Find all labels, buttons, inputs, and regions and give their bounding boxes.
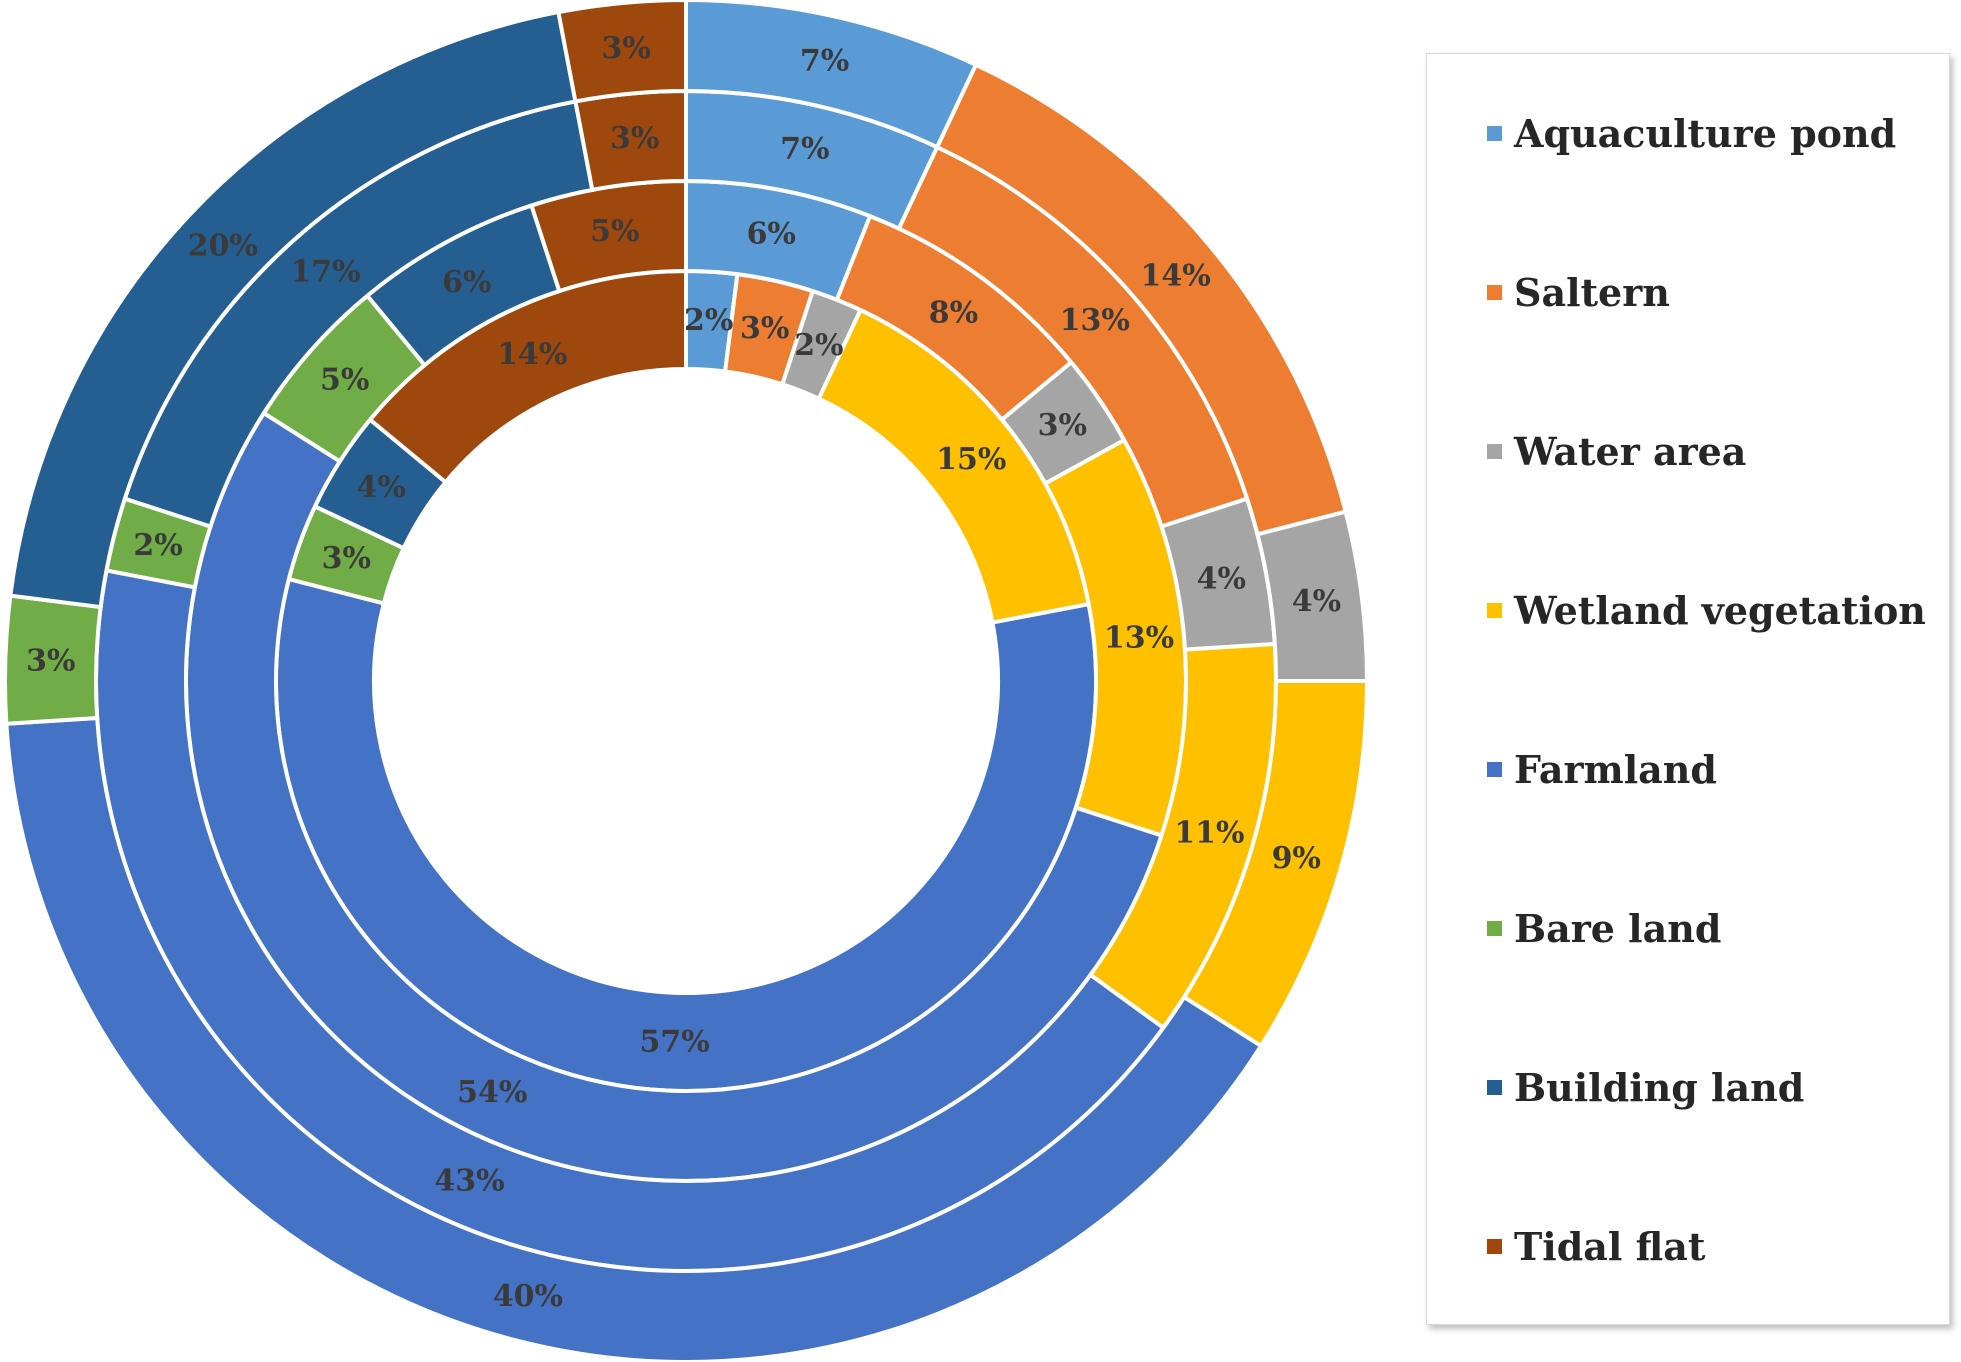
legend-label-tidal-flat: Tidal flat [1514, 1223, 1706, 1269]
legend-label-saltern: Saltern [1514, 269, 1670, 315]
legend-item-aquaculture-pond: Aquaculture pond [1487, 103, 1896, 163]
legend-item-water-area: Water area [1487, 421, 1746, 481]
label-ring1-building-land: 4% [357, 470, 406, 505]
label-ring1-tidal-flat: 14% [497, 337, 567, 372]
legend-label-bare-land: Bare land [1514, 905, 1722, 951]
label-ring1-bare-land: 3% [322, 541, 371, 576]
slice-ring4-farmland [4, 715, 1264, 1362]
legend-item-building-land: Building land [1487, 1057, 1804, 1117]
legend-swatch-bare-land [1487, 920, 1502, 936]
legend-item-tidal-flat: Tidal flat [1487, 1216, 1705, 1276]
legend-label-farmland: Farmland [1514, 746, 1718, 792]
label-ring3-water-area: 4% [1197, 561, 1246, 596]
legend-swatch-aquaculture-pond [1487, 125, 1502, 141]
label-ring2-farmland: 54% [457, 1075, 527, 1110]
label-ring1-saltern: 3% [740, 311, 789, 346]
legend-swatch-saltern [1487, 284, 1502, 300]
label-ring4-water-area: 4% [1292, 584, 1341, 619]
label-ring4-bare-land: 3% [26, 644, 75, 679]
legend-swatch-tidal-flat [1487, 1238, 1502, 1254]
label-ring3-tidal-flat: 3% [610, 121, 659, 156]
slice-ring4-tidal-flat [556, 0, 688, 104]
label-ring1-wetland-vegetation: 15% [936, 442, 1006, 477]
legend-swatch-water-area [1487, 443, 1502, 459]
legend-item-wetland-vegetation: Wetland vegetation [1487, 580, 1926, 640]
legend-label-water-area: Water area [1514, 428, 1747, 474]
label-ring3-saltern: 13% [1060, 303, 1130, 338]
label-ring4-farmland: 40% [493, 1279, 563, 1314]
legend-swatch-building-land [1487, 1079, 1502, 1095]
legend-item-saltern: Saltern [1487, 262, 1670, 322]
label-ring3-wetland-vegetation: 11% [1174, 816, 1244, 851]
legend-swatch-farmland [1487, 761, 1502, 777]
legend-item-farmland: Farmland [1487, 739, 1717, 799]
label-ring2-building-land: 6% [442, 265, 491, 300]
label-ring4-building-land: 20% [188, 228, 258, 263]
label-ring2-bare-land: 5% [320, 363, 369, 398]
label-ring4-tidal-flat: 3% [601, 31, 650, 66]
label-ring2-saltern: 8% [929, 295, 978, 330]
label-ring4-saltern: 14% [1141, 258, 1211, 293]
label-ring1-aquaculture-pond: 2% [684, 303, 733, 338]
legend-label-wetland-vegetation: Wetland vegetation [1514, 587, 1926, 633]
legend-label-aquaculture-pond: Aquaculture pond [1514, 110, 1897, 156]
legend-swatch-wetland-vegetation [1487, 602, 1502, 618]
label-ring4-wetland-vegetation: 9% [1272, 841, 1321, 876]
label-ring3-farmland: 43% [434, 1164, 504, 1199]
slice-labels: 2% 3% 2%15%57%3%4%14%6%8%3%13%54%5%6%5%7%1… [26, 31, 1341, 1314]
label-ring2-tidal-flat: 5% [590, 214, 639, 249]
label-ring2-wetland-vegetation: 13% [1104, 621, 1174, 656]
label-ring2-water-area: 3% [1038, 408, 1087, 443]
legend-item-bare-land: Bare land [1487, 898, 1721, 958]
label-ring3-bare-land: 2% [133, 528, 182, 563]
label-ring3-aquaculture-pond: 7% [780, 132, 829, 167]
legend: Aquaculture pond Saltern Water area Wetl… [1426, 53, 1950, 1325]
legend-label-building-land: Building land [1514, 1064, 1805, 1110]
label-ring4-aquaculture-pond: 7% [800, 43, 849, 78]
label-ring2-aquaculture-pond: 6% [747, 217, 796, 252]
label-ring1-water-area: 2% [794, 328, 843, 363]
label-ring3-building-land: 17% [290, 255, 360, 290]
label-ring1-farmland: 57% [640, 1024, 710, 1059]
donut-slices [3, 0, 1370, 1362]
